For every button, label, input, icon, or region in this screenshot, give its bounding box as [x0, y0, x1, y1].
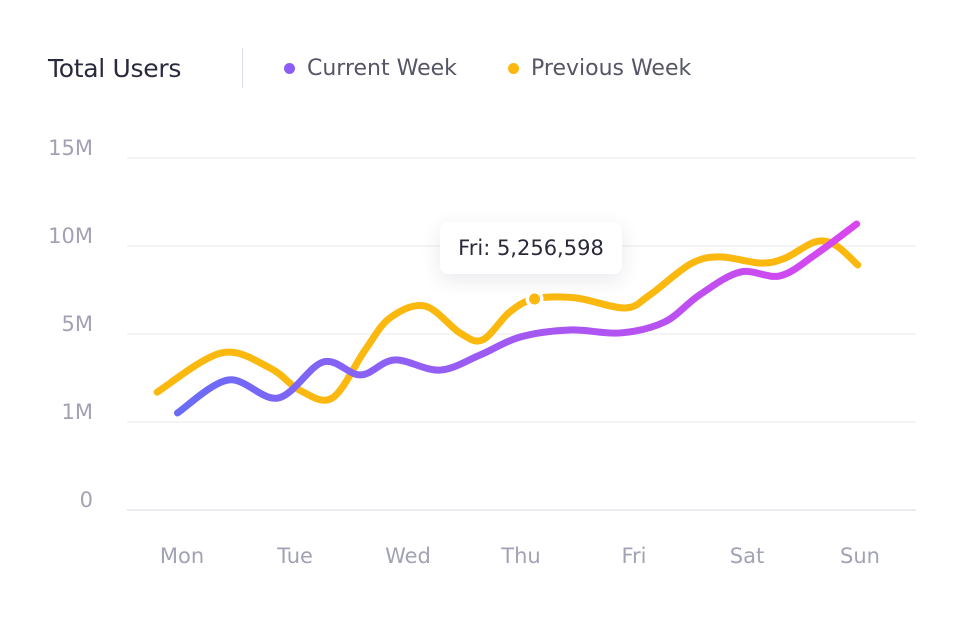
- x-tick-label: Sun: [840, 544, 880, 568]
- x-tick-label: Fri: [621, 544, 646, 568]
- series-line-previous-week: [153, 237, 862, 404]
- y-tick-label: 5M: [62, 312, 93, 336]
- header-divider: [242, 48, 243, 88]
- y-tick-label: 1M: [62, 400, 93, 424]
- legend-label-previous: Previous Week: [531, 56, 692, 81]
- y-tick-label: 0: [80, 488, 93, 512]
- legend-item-previous-week[interactable]: Previous Week: [508, 56, 691, 81]
- y-tick-label: 15M: [48, 136, 93, 160]
- x-tick-label: Wed: [385, 544, 431, 568]
- series-line-current-week: [173, 220, 861, 417]
- legend-dot-previous: [508, 63, 519, 74]
- x-tick-label: Mon: [160, 544, 204, 568]
- x-tick-label: Sat: [730, 544, 764, 568]
- tooltip-text: Fri: 5,256,598: [458, 236, 604, 260]
- highlight-point[interactable]: [529, 293, 541, 305]
- tooltip: Fri: 5,256,598: [440, 222, 622, 274]
- legend-item-current-week[interactable]: Current Week: [284, 56, 457, 81]
- x-tick-label: Tue: [276, 544, 313, 568]
- x-tick-label: Thu: [500, 544, 540, 568]
- chart-title: Total Users: [48, 54, 182, 83]
- legend-dot-current: [284, 63, 295, 74]
- y-tick-label: 10M: [48, 224, 93, 248]
- legend-label-current: Current Week: [307, 56, 457, 81]
